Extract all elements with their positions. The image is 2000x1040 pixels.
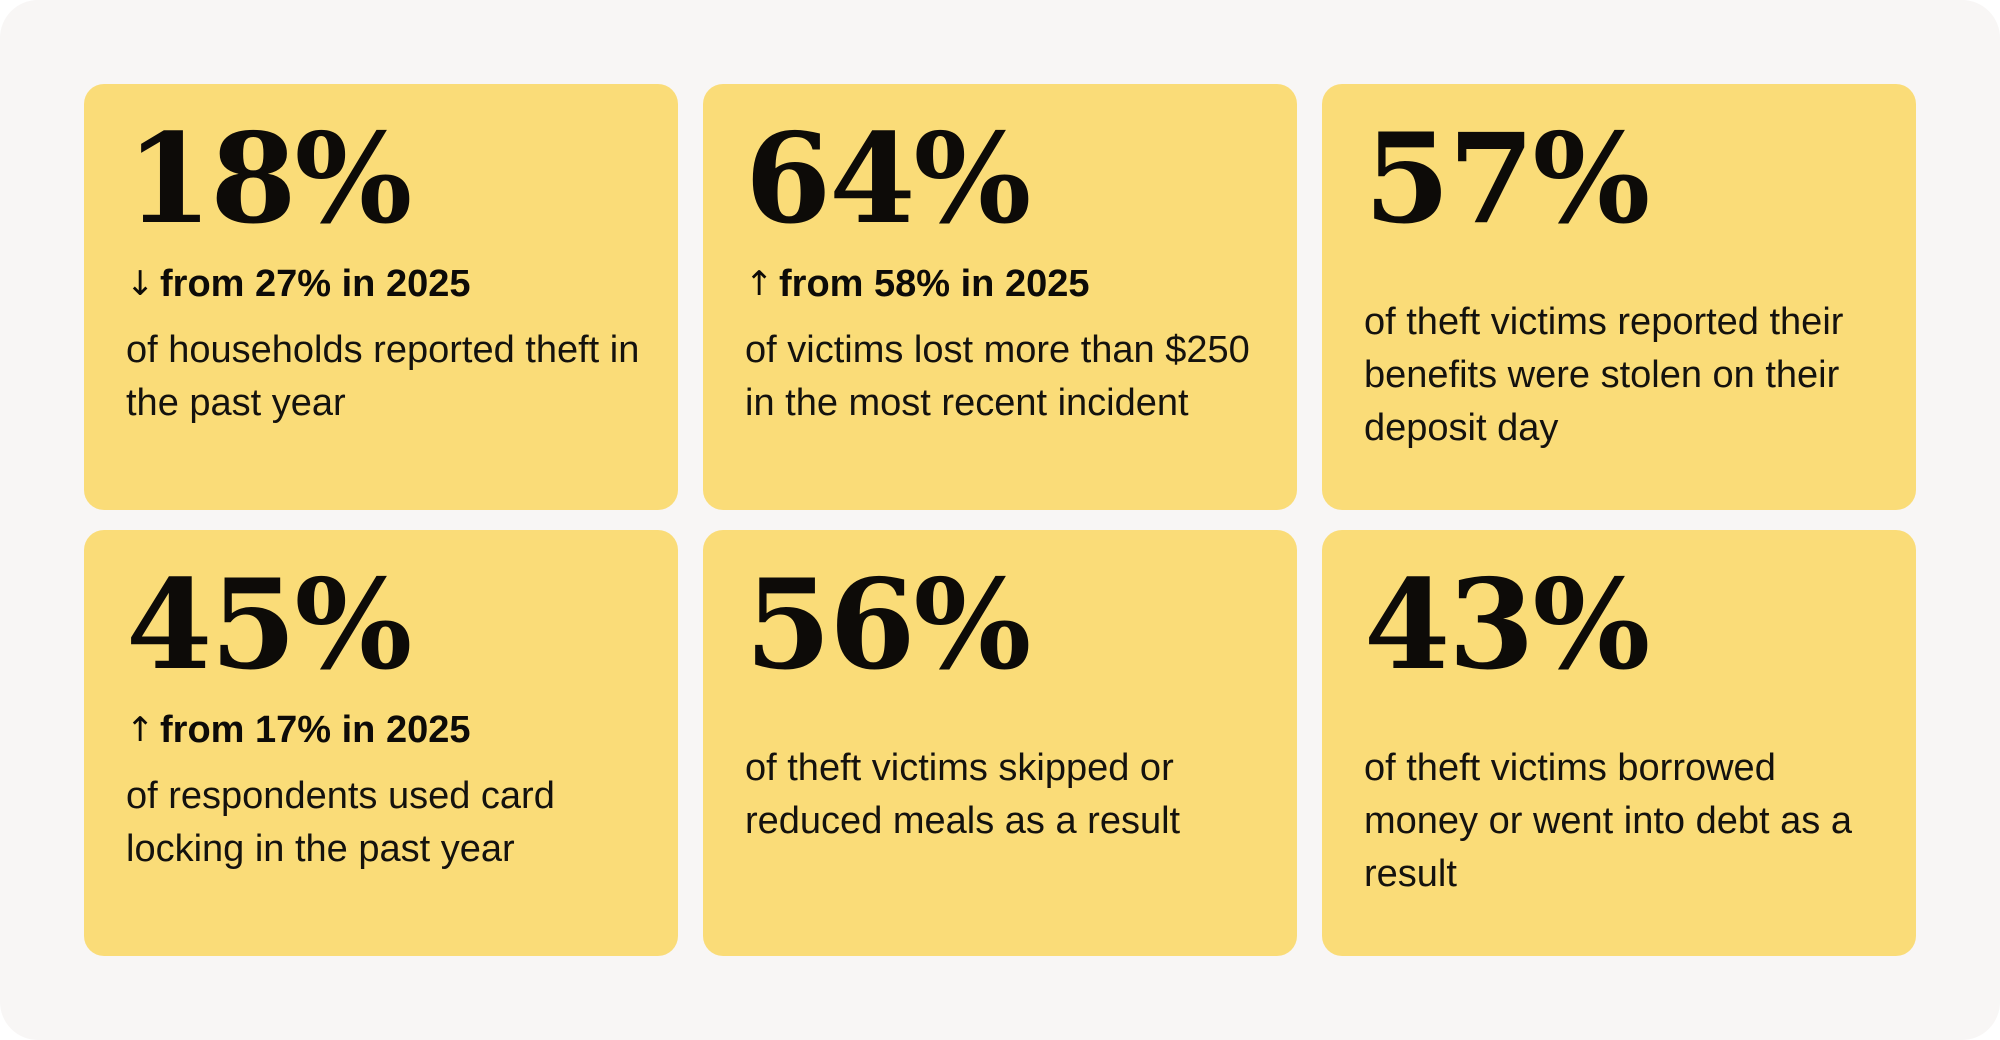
arrow-up-icon: ↑ [126, 710, 155, 750]
stat-change: ↑ from 17% in 2025 [126, 706, 678, 754]
stat-description: of victims lost more than $250 in the mo… [745, 329, 1250, 424]
stat-value: 64% [745, 107, 1031, 252]
stat-card-skipped-meals: 56% of theft victims skipped or reduced … [703, 530, 1297, 956]
stat-description: of theft victims borrowed money or went … [1364, 747, 1852, 895]
stat-card-deposit-day: 57% of theft victims reported their bene… [1322, 84, 1916, 510]
stat-change: ↓ from 27% in 2025 [126, 260, 678, 308]
arrow-up-icon: ↑ [745, 264, 774, 304]
stat-change-text: from 27% in 2025 [160, 262, 471, 305]
stat-value: 43% [1364, 553, 1650, 698]
stat-change-text: from 17% in 2025 [160, 708, 471, 751]
arrow-down-icon: ↓ [126, 264, 155, 304]
stat-value: 45% [126, 553, 412, 698]
stat-description: of households reported theft in the past… [126, 329, 640, 424]
stat-card-households-theft: 18% ↓ from 27% in 2025 of households rep… [84, 84, 678, 510]
stat-value: 56% [745, 553, 1031, 698]
stat-description: of theft victims skipped or reduced meal… [745, 747, 1181, 842]
stat-change: ↑ from 58% in 2025 [745, 260, 1297, 308]
stat-description: of respondents used card locking in the … [126, 775, 555, 870]
stat-card-victims-lost: 64% ↑ from 58% in 2025 of victims lost m… [703, 84, 1297, 510]
stat-value: 18% [126, 107, 412, 252]
stat-card-card-locking: 45% ↑ from 17% in 2025 of respondents us… [84, 530, 678, 956]
stat-description: of theft victims reported their benefits… [1364, 301, 1844, 449]
stat-card-borrowed-money: 43% of theft victims borrowed money or w… [1322, 530, 1916, 956]
stat-change-text: from 58% in 2025 [779, 262, 1090, 305]
stat-value: 57% [1364, 107, 1650, 252]
